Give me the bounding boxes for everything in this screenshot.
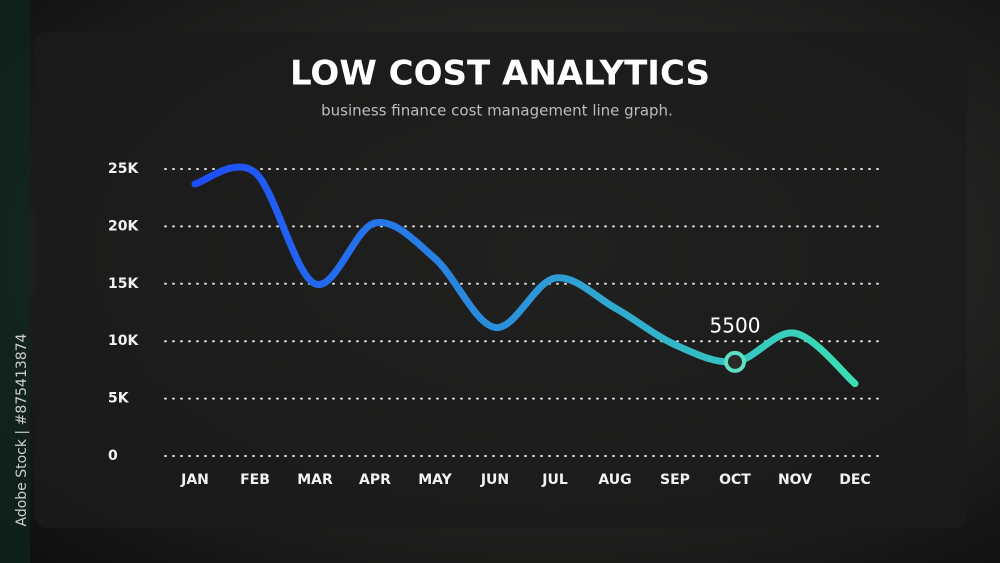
chart-title: LOW COST ANALYTICS (290, 54, 710, 94)
y-tick-label: 15K (108, 276, 139, 292)
x-tick-label: OCT (719, 472, 751, 488)
x-tick-label: MAR (297, 472, 333, 488)
y-tick-label: 0 (108, 448, 118, 464)
x-tick-label: JAN (180, 472, 209, 488)
watermark: Adobe Stock | #875413874 (14, 333, 30, 526)
x-tick-label: SEP (660, 472, 690, 488)
highlight-point (724, 350, 746, 373)
y-tick-label: 20K (108, 218, 139, 234)
x-tick-label: NOV (778, 472, 812, 488)
x-tick-label: MAY (418, 472, 452, 488)
x-tick-label: JUN (480, 472, 509, 488)
chart-subtitle: business finance cost management line gr… (321, 102, 673, 120)
panel (35, 32, 967, 528)
x-tick-label: APR (359, 472, 391, 488)
y-tick-label: 10K (108, 333, 139, 349)
x-tick-label: DEC (839, 472, 870, 488)
background-edge (0, 0, 30, 563)
y-tick-label: 25K (108, 161, 139, 177)
y-tick-label: 5K (108, 391, 130, 407)
x-tick-label: JUL (541, 472, 568, 488)
annotation: 5500 (710, 313, 761, 337)
x-tick-label: AUG (598, 472, 631, 488)
x-tick-label: FEB (240, 472, 270, 488)
